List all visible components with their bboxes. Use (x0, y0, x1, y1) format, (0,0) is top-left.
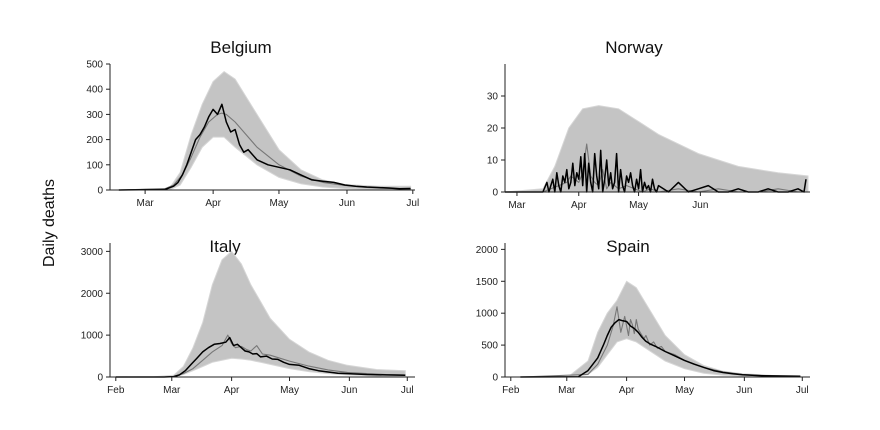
series-line-observed-spain (520, 318, 801, 378)
series-line-observed-norway (505, 149, 807, 193)
panel-norway: Norway 0 10 20 30 Mar Apr May Jun (487, 38, 810, 211)
y-tick-label: 20 (487, 124, 499, 135)
y-tick-label: 3000 (81, 247, 104, 258)
series-line-model-italy (115, 334, 406, 378)
uncertainty-band-spain (520, 280, 801, 378)
y-tick-label: 2000 (81, 289, 104, 300)
x-tick-label: May (629, 200, 648, 211)
x-tick-label: Mar (558, 385, 576, 396)
y-tick-label: 2000 (476, 245, 499, 256)
y-tick-label: 0 (492, 188, 498, 199)
x-tick-label: Mar (136, 198, 154, 209)
x-tick-label: May (675, 385, 694, 396)
x-tick-label: Jul (796, 385, 809, 396)
x-tick-label: Jul (401, 385, 414, 396)
x-tick-label: Feb (107, 385, 125, 396)
y-tick-label: 200 (86, 135, 103, 146)
y-tick-label: 500 (481, 341, 498, 352)
x-tick-label: May (280, 385, 299, 396)
x-tick-label: Apr (619, 385, 635, 396)
y-tick-label: 1000 (476, 309, 499, 320)
uncertainty-band-norway (504, 105, 809, 193)
x-tick-label: Jun (341, 385, 357, 396)
x-tick-label: Jun (692, 200, 708, 211)
panel-belgium: Belgium 0 100 200 300 400 500 Mar Apr May Jun Jul (86, 38, 419, 209)
y-tick-label: 0 (97, 373, 103, 384)
x-tick-label: Apr (224, 385, 240, 396)
panel-title-italy: Italy (209, 237, 241, 256)
y-tick-label: 0 (97, 186, 103, 197)
panel-spain: Spain 0 500 1000 1500 2000 Feb Mar Apr May Jun Jul (476, 237, 810, 396)
x-tick-label: Jun (339, 198, 355, 209)
x-tick-label: Mar (163, 385, 181, 396)
panel-italy: Italy 0 1000 2000 3000 Feb Mar Apr May Jun Jul (81, 237, 415, 396)
panel-title-belgium: Belgium (210, 38, 271, 57)
y-tick-label: 400 (86, 85, 103, 96)
y-tick-label: 500 (86, 60, 103, 71)
series-line-observed-belgium (118, 103, 411, 191)
y-tick-label: 300 (86, 110, 103, 121)
series-line-observed-italy (115, 336, 406, 378)
y-axis-label: Daily deaths (41, 179, 58, 267)
x-tick-label: May (270, 198, 289, 209)
x-tick-label: Apr (571, 200, 587, 211)
y-tick-label: 0 (492, 373, 498, 384)
x-tick-label: Feb (502, 385, 520, 396)
uncertainty-band-belgium (118, 70, 412, 191)
x-tick-label: Jul (406, 198, 419, 209)
y-tick-label: 100 (86, 160, 103, 171)
x-tick-label: Apr (205, 198, 221, 209)
x-tick-label: Jun (736, 385, 752, 396)
y-tick-label: 10 (487, 156, 499, 167)
y-tick-label: 1000 (81, 331, 104, 342)
uncertainty-band-italy (115, 250, 406, 378)
panel-title-norway: Norway (605, 38, 663, 57)
y-tick-label: 30 (487, 92, 499, 103)
x-tick-label: Mar (508, 200, 526, 211)
y-tick-label: 1500 (476, 277, 499, 288)
panel-title-spain: Spain (606, 237, 649, 256)
